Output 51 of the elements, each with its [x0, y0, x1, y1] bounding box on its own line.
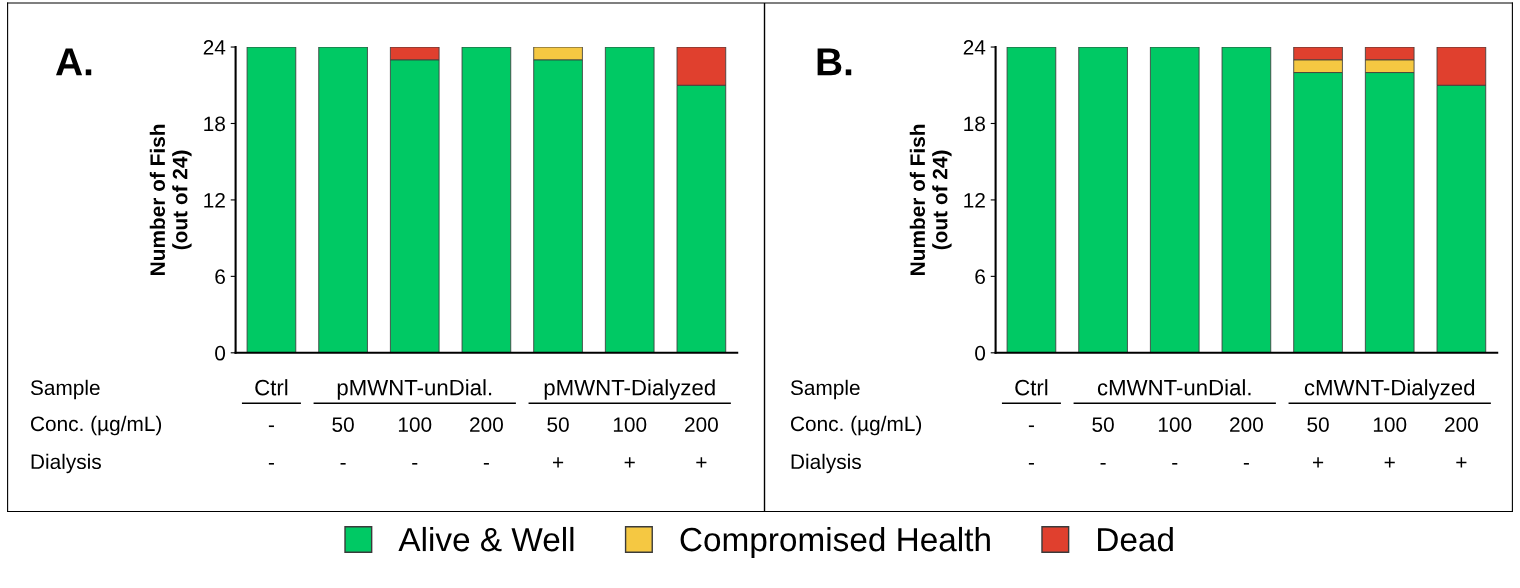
bar — [461, 47, 512, 353]
category-label: 100 - — [398, 417, 432, 465]
bar — [604, 47, 655, 353]
y-tick-label: 12 — [964, 192, 985, 208]
category-label: 50 - — [1092, 417, 1114, 465]
text: cMWNT-unDial. — [1097, 379, 1251, 396]
text: Ctrl — [255, 379, 288, 396]
chart-title: B. — [817, 48, 852, 76]
text: pMWNT-unDial. — [337, 379, 492, 400]
legend-label: Dead — [1098, 526, 1173, 552]
text: Conc. (µg/mL) — [791, 415, 922, 436]
legend-label: Compromised Health — [680, 526, 990, 558]
y-tick-label: 12 — [204, 192, 225, 208]
y-tick-label: 0 — [215, 345, 226, 361]
text: Dialysis — [31, 453, 101, 474]
bar — [1078, 47, 1128, 353]
text: Ctrl — [1015, 379, 1048, 396]
category-label: 200 - — [1230, 417, 1263, 465]
category-label: 100 + — [1373, 417, 1407, 468]
text: pMWNT-Dialyzed — [544, 379, 715, 400]
bar — [1149, 47, 1200, 353]
y-axis-title: Number of Fish (out of 24) — [149, 124, 192, 275]
chart-title: A. — [55, 48, 92, 76]
y-tick-label: 6 — [975, 269, 985, 285]
category-label: 200 + — [1445, 417, 1478, 468]
bar — [246, 47, 297, 353]
bar — [318, 47, 368, 353]
text: Sample — [790, 379, 860, 400]
category-label: - - — [268, 425, 274, 465]
legend-label: Alive & Well — [398, 526, 574, 552]
text: Conc. (µg/mL) — [31, 415, 162, 436]
category-label: - - — [1028, 425, 1034, 465]
text: Dialysis — [791, 453, 861, 474]
y-tick-label: 0 — [975, 345, 986, 361]
text: Sample — [30, 379, 100, 400]
y-tick-label: 18 — [204, 116, 225, 132]
bar — [1221, 47, 1272, 353]
category-label: 50 - — [332, 417, 354, 465]
bar — [1006, 47, 1057, 353]
category-label: 50 + — [547, 417, 569, 468]
category-label: 100 - — [1158, 417, 1192, 465]
y-tick-label: 6 — [215, 269, 225, 285]
category-label: 50 + — [1307, 417, 1329, 468]
y-tick-label: 18 — [964, 116, 985, 132]
y-tick-label: 24 — [203, 40, 226, 55]
category-label: 200 - — [470, 417, 503, 465]
y-tick-label: 24 — [963, 40, 986, 55]
text: cMWNT-Dialyzed — [1304, 379, 1475, 400]
category-label: 100 + — [613, 417, 647, 468]
y-axis-title: Number of Fish (out of 24) — [909, 124, 952, 275]
category-label: 200 + — [685, 417, 718, 468]
